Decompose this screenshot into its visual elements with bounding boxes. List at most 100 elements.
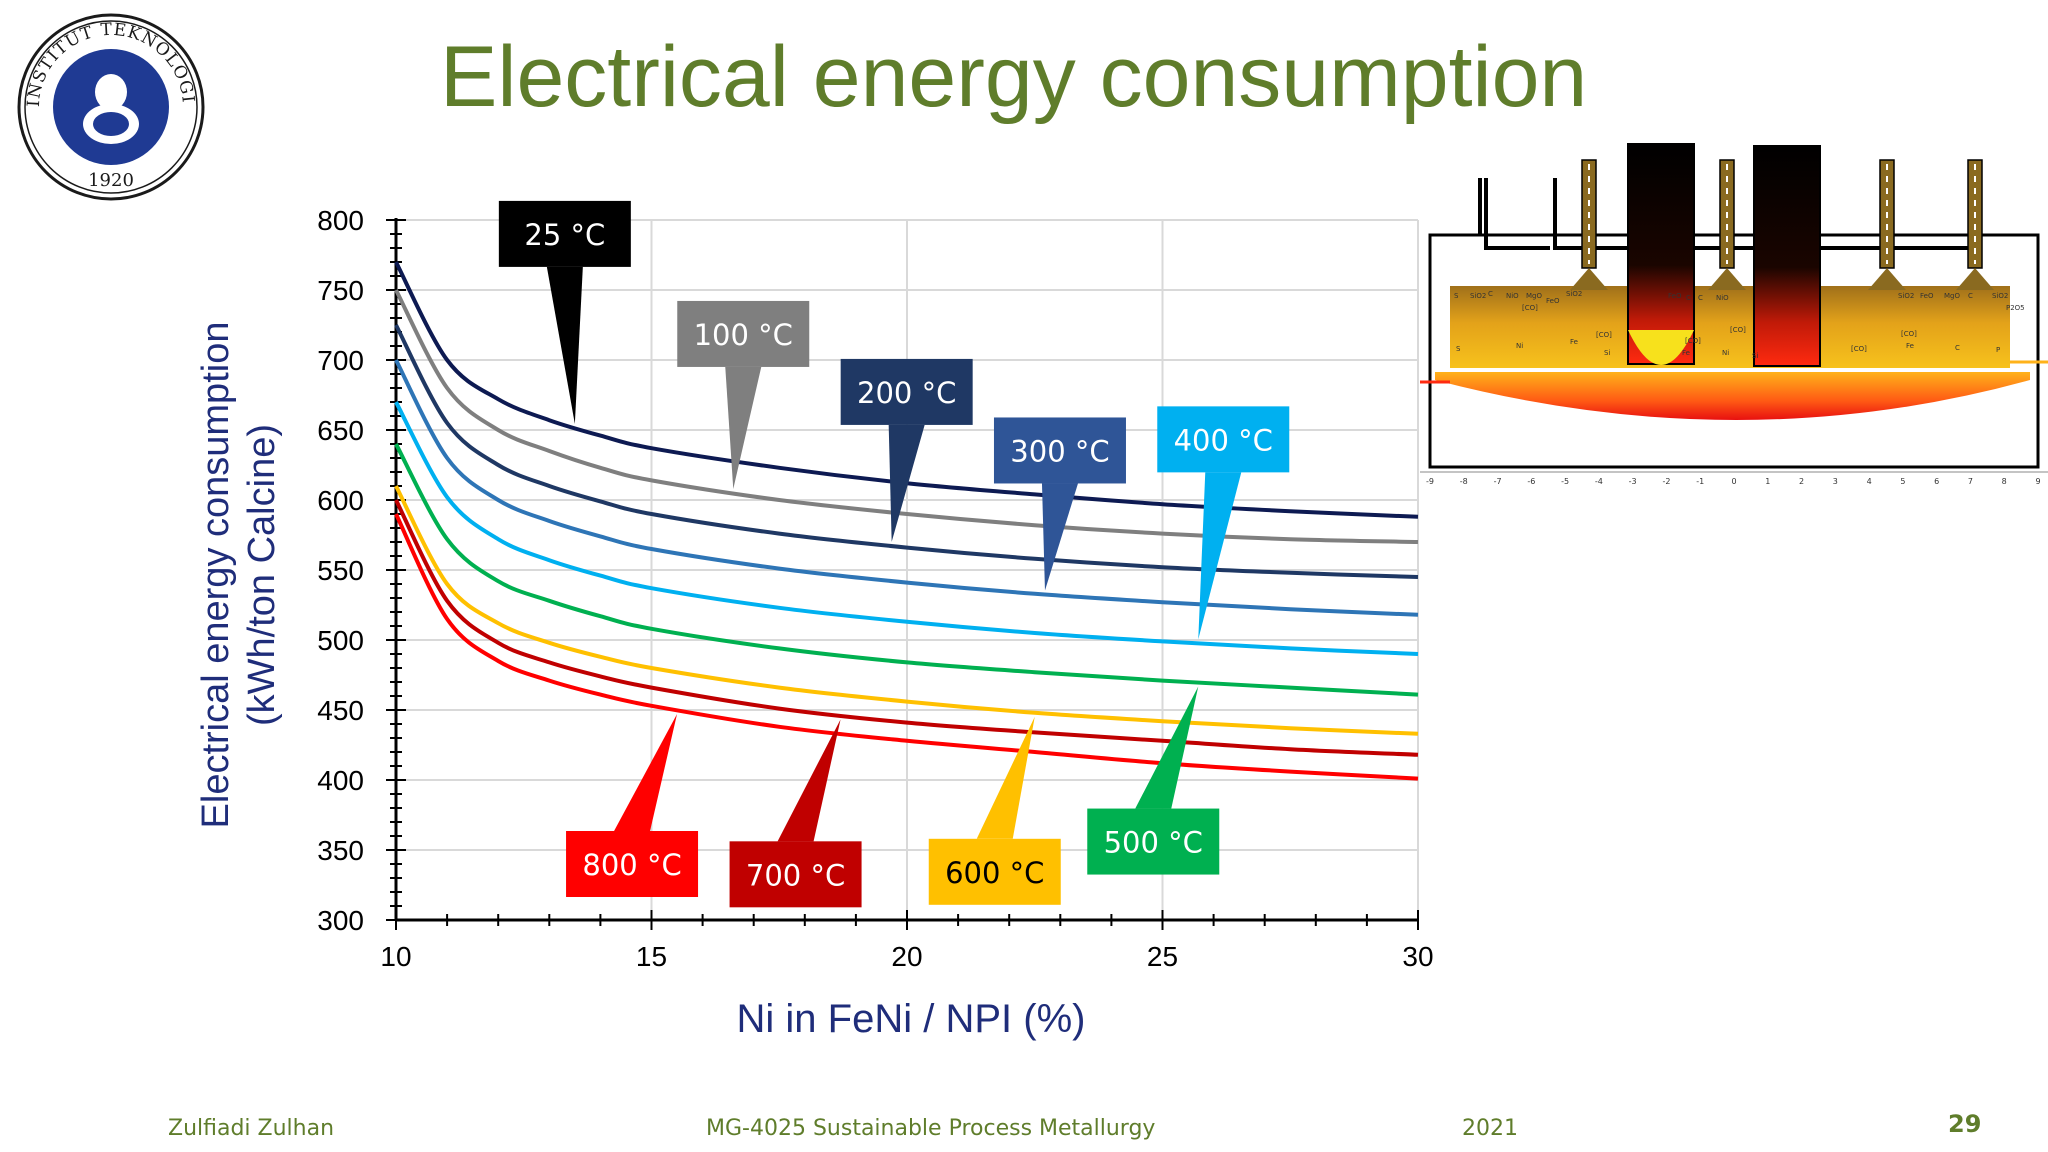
callout-label: 500 °C <box>1104 826 1203 860</box>
furnace-axis-label: -6 <box>1527 477 1535 486</box>
furnace-species-label: P <box>1996 346 2000 354</box>
callout-pointer <box>976 716 1035 839</box>
y-tick-label: 300 <box>317 905 364 936</box>
y-tick-label: 500 <box>317 625 364 656</box>
callout-label: 200 °C <box>857 376 956 410</box>
furnace-species-label: SiO2 <box>1566 290 1582 298</box>
x-tick-label: 30 <box>1402 941 1433 972</box>
callout-800c: 800 °C <box>566 714 699 897</box>
x-tick-label: 15 <box>636 941 667 972</box>
y-tick-label: 700 <box>317 345 364 376</box>
furnace-axis-label: -5 <box>1561 477 1569 486</box>
furnace-species-label: [CO] <box>1685 337 1701 345</box>
furnace-species-label: FeO <box>1546 297 1560 305</box>
furnace-axis-label: 7 <box>1968 477 1973 486</box>
furnace-axis-label: -4 <box>1595 477 1603 486</box>
callout-200c: 200 °C <box>840 358 973 542</box>
furnace-species-label: S <box>1456 345 1461 353</box>
furnace-species-label: [CO] <box>1901 330 1917 338</box>
callout-box <box>840 358 973 425</box>
callout-700c: 700 °C <box>729 719 862 908</box>
chart-annotations: 25 °C 100 °C 200 °C 300 °C 400 °C 500 °C 600 °… <box>498 200 1290 908</box>
callout-box <box>1157 406 1290 473</box>
y-axis-label-line1: Electrical energy consumption <box>195 322 237 829</box>
callout-box <box>498 200 631 267</box>
furnace-axis-label: -3 <box>1629 477 1637 486</box>
logo-year: 1920 <box>88 170 134 191</box>
furnace-species-label: SiO2 <box>1470 292 1486 300</box>
furnace-axis-label: 3 <box>1833 477 1838 486</box>
y-tick-label: 800 <box>317 205 364 236</box>
callout-box <box>928 838 1061 905</box>
callout-label: 800 °C <box>582 848 681 882</box>
page-number: 29 <box>1948 1110 1982 1138</box>
y-tick-label: 600 <box>317 485 364 516</box>
series-line-700c <box>394 499 1419 757</box>
furnace-diagram: -9 -8 -7 -6 -5 -4 -3 -2 -1 0 1 2 3 4 5 6 7 8 9 S SiO2 C NiO Mg… <box>1420 143 2048 486</box>
furnace-axis-label: -2 <box>1662 477 1670 486</box>
callout-box <box>993 417 1126 484</box>
slide-title: Electrical energy consumption <box>440 29 1588 125</box>
callout-label: 100 °C <box>694 318 793 352</box>
furnace-species-label: Fe <box>1570 338 1578 346</box>
callout-box <box>1087 808 1220 875</box>
callout-box <box>566 831 699 897</box>
furnace-species-label: MgO <box>1944 292 1960 300</box>
callout-600c: 600 °C <box>928 716 1061 905</box>
callout-label: 300 °C <box>1010 434 1109 468</box>
slag-layer <box>1450 286 2010 368</box>
furnace-axis-label: 4 <box>1867 477 1872 486</box>
callout-500c: 500 °C <box>1087 686 1220 875</box>
furnace-species-label: MgO <box>1526 292 1542 300</box>
series-line-600c <box>394 485 1419 736</box>
y-tick-label: 350 <box>317 835 364 866</box>
electrode-right <box>1753 145 1821 367</box>
furnace-species-label: [CO] <box>1851 345 1867 353</box>
furnace-axis-label: 1 <box>1765 477 1770 486</box>
furnace-species-label: Si <box>1604 349 1610 357</box>
x-tick-label: 25 <box>1147 941 1178 972</box>
y-tick-label: 450 <box>317 695 364 726</box>
furnace-axis-label: -1 <box>1696 477 1704 486</box>
callout-pointer <box>614 714 678 831</box>
callout-label: 400 °C <box>1174 423 1273 457</box>
furnace-axis-label: 8 <box>2002 477 2007 486</box>
furnace-axis-label: -7 <box>1494 477 1502 486</box>
footer-year: 2021 <box>1462 1116 1518 1141</box>
callout-pointer <box>888 424 925 542</box>
x-axis-label: Ni in FeNi / NPI (%) <box>737 997 1086 1041</box>
furnace-species-label: SiO2 <box>1898 292 1914 300</box>
callout-label: 700 °C <box>746 858 845 892</box>
callout-pointer <box>1135 686 1199 809</box>
callout-100c: 100 °C <box>677 300 810 489</box>
furnace-axis-label: 9 <box>2035 477 2040 486</box>
furnace-species-label: NiO <box>1506 292 1519 300</box>
furnace-species-label: C <box>1698 294 1703 302</box>
callout-pointer <box>546 266 583 424</box>
callout-400c: 400 °C <box>1157 406 1290 640</box>
series-line-800c <box>394 513 1419 781</box>
furnace-species-label: [CO] <box>1522 304 1538 312</box>
chart-axes: 300 350 400 450 500 550 600 650 700 750 800 10 15 20 2… <box>317 205 1433 972</box>
x-tick-label: 10 <box>380 941 411 972</box>
callout-box <box>729 841 862 908</box>
furnace-species-label: Si <box>1752 352 1758 360</box>
furnace-species-label: Fe <box>1906 342 1914 350</box>
furnace-species-label: NiO <box>1716 294 1729 302</box>
furnace-species-label: S <box>1454 292 1459 300</box>
furnace-species-label: C <box>1686 294 1691 302</box>
furnace-axis-label: 5 <box>1900 477 1905 486</box>
furnace-species-label: C <box>1488 290 1493 298</box>
callout-pointer <box>725 366 762 489</box>
footer-course: MG-4025 Sustainable Process Metallurgy <box>706 1116 1156 1141</box>
furnace-species-label: FeO <box>1668 292 1682 300</box>
footer-author: Zulfiadi Zulhan <box>168 1116 335 1141</box>
callout-pointer <box>777 719 841 842</box>
furnace-species-label: Ni <box>1516 342 1523 350</box>
furnace-axis-label: 2 <box>1799 477 1804 486</box>
callout-label: 600 °C <box>945 856 1044 890</box>
callout-label: 25 °C <box>524 218 605 252</box>
y-axis-label-line2: (kWh/ton Calcine) <box>241 424 283 726</box>
itb-logo: INSTITUT TEKNOLOGI BANDUNG 1920 <box>16 12 205 201</box>
furnace-species-label: [CO] <box>1730 326 1746 334</box>
